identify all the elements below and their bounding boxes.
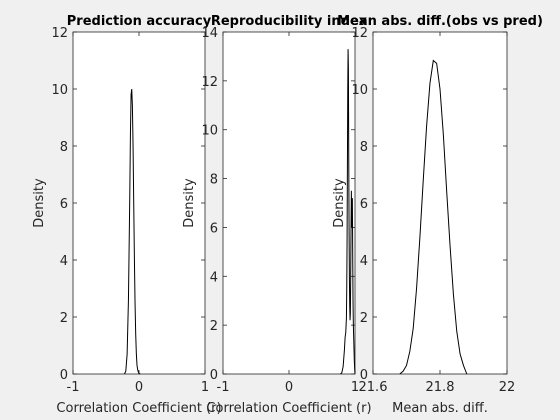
chart-title: Mean abs. diff.(obs vs pred) <box>337 14 543 29</box>
y-tick-label: 4 <box>360 254 368 269</box>
y-tick-label: 2 <box>360 311 368 326</box>
chart-title: Reproducibility index <box>211 14 368 29</box>
y-axis-label: Density <box>182 178 197 228</box>
x-tick-label: 1 <box>351 380 359 395</box>
x-tick-label: 22 <box>499 380 516 395</box>
x-tick-label: -1 <box>217 380 230 395</box>
plot-area <box>222 31 356 375</box>
y-tick-label: 4 <box>210 270 218 285</box>
density-curve <box>340 49 356 375</box>
panel-mean-abs-diff: 21.6 21.8 22 0 2 4 6 8 10 12 Mean abs. diff. Densit… <box>332 14 543 416</box>
y-tick-label: 6 <box>360 197 368 212</box>
y-tick-label: 2 <box>60 311 68 326</box>
x-axis-label: Mean abs. diff. <box>392 401 488 416</box>
y-tick-label: 12 <box>351 26 368 41</box>
plot-area <box>372 31 508 375</box>
y-tick-label: 8 <box>60 140 68 155</box>
y-tick-label: 0 <box>210 368 218 383</box>
y-tick-label: 8 <box>360 140 368 155</box>
y-tick-label: 2 <box>210 319 218 334</box>
x-axis-label: Correlation Coefficient (r) <box>56 401 221 416</box>
x-tick-label: 0 <box>285 380 293 395</box>
y-tick-label: 8 <box>210 173 218 188</box>
y-tick-label: 10 <box>201 124 218 139</box>
y-tick-label: 0 <box>360 368 368 383</box>
y-tick-label: 10 <box>351 83 368 98</box>
x-axis-label: Correlation Coefficient (r) <box>206 401 371 416</box>
y-axis-label: Density <box>332 178 347 228</box>
y-tick-label: 14 <box>201 26 218 41</box>
plot-area <box>72 31 206 375</box>
y-axis-label: Density <box>32 178 47 228</box>
x-tick-label: 0 <box>135 380 143 395</box>
x-tick-label: 21.8 <box>426 380 455 395</box>
y-tick-label: 4 <box>60 254 68 269</box>
chart-title: Prediction accuracy <box>67 14 212 29</box>
x-tick-label: -1 <box>67 380 80 395</box>
y-tick-label: 12 <box>201 75 218 90</box>
y-tick-label: 12 <box>51 26 68 41</box>
density-curve <box>399 59 468 375</box>
y-tick-label: 10 <box>51 83 68 98</box>
y-tick-label: 6 <box>60 197 68 212</box>
x-tick-label: 1 <box>201 380 209 395</box>
y-tick-label: 0 <box>60 368 68 383</box>
x-tick-label: 21.6 <box>359 380 388 395</box>
y-tick-label: 6 <box>210 221 218 236</box>
density-curve <box>124 88 141 375</box>
